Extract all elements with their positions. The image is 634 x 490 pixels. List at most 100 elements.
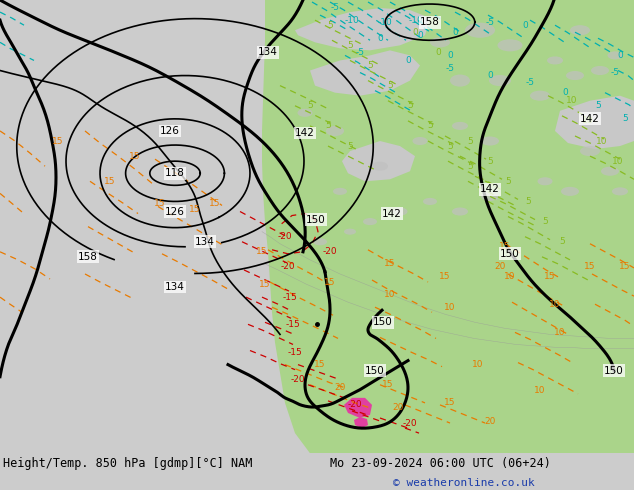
- Text: 150: 150: [306, 215, 326, 224]
- Text: 15: 15: [256, 247, 268, 256]
- Text: 0: 0: [617, 51, 623, 60]
- Text: 0: 0: [452, 28, 458, 37]
- Text: 20: 20: [392, 403, 404, 413]
- Ellipse shape: [413, 137, 427, 145]
- Text: 142: 142: [295, 128, 315, 138]
- Polygon shape: [342, 141, 415, 181]
- Text: 10: 10: [472, 360, 484, 369]
- Ellipse shape: [601, 167, 619, 176]
- Ellipse shape: [423, 198, 437, 205]
- Text: 10: 10: [612, 157, 624, 166]
- Polygon shape: [262, 0, 634, 453]
- Ellipse shape: [561, 187, 579, 196]
- Text: 126: 126: [160, 126, 180, 136]
- Ellipse shape: [450, 74, 470, 87]
- Text: 150: 150: [500, 249, 520, 259]
- Ellipse shape: [344, 229, 356, 235]
- Text: 5: 5: [427, 122, 433, 130]
- Ellipse shape: [570, 25, 590, 35]
- Text: 20: 20: [495, 263, 506, 271]
- Ellipse shape: [372, 162, 388, 171]
- Ellipse shape: [530, 91, 550, 101]
- Text: 10: 10: [596, 137, 608, 146]
- Text: 118: 118: [165, 168, 185, 178]
- Text: 10: 10: [444, 303, 456, 312]
- Text: -20: -20: [347, 400, 362, 410]
- Ellipse shape: [591, 66, 609, 75]
- Text: 20: 20: [484, 416, 496, 425]
- Text: 134: 134: [258, 48, 278, 57]
- Text: 150: 150: [373, 318, 393, 327]
- Ellipse shape: [547, 56, 563, 65]
- Ellipse shape: [326, 126, 344, 136]
- Text: 0: 0: [562, 88, 568, 97]
- Ellipse shape: [481, 137, 499, 146]
- Text: -15: -15: [283, 293, 297, 302]
- Text: 10: 10: [549, 300, 560, 309]
- Text: -20: -20: [403, 418, 417, 428]
- Text: 5: 5: [327, 21, 333, 30]
- Text: -15: -15: [286, 320, 301, 329]
- Ellipse shape: [465, 23, 495, 38]
- Text: 15: 15: [439, 272, 451, 281]
- Text: 15: 15: [259, 279, 271, 289]
- Text: 0: 0: [412, 28, 418, 37]
- Text: Mo 23-09-2024 06:00 UTC (06+24): Mo 23-09-2024 06:00 UTC (06+24): [330, 457, 550, 469]
- Text: -5: -5: [356, 48, 365, 57]
- Polygon shape: [354, 417, 368, 428]
- Text: 15: 15: [382, 380, 394, 389]
- Text: 15: 15: [52, 137, 64, 146]
- Text: 10: 10: [554, 328, 566, 337]
- Ellipse shape: [297, 109, 313, 117]
- Text: 5: 5: [407, 101, 413, 110]
- Ellipse shape: [607, 51, 623, 59]
- Text: 15: 15: [324, 277, 336, 287]
- Text: -20: -20: [290, 375, 306, 384]
- Text: 5: 5: [347, 41, 353, 50]
- Ellipse shape: [333, 188, 347, 195]
- Text: 5: 5: [307, 101, 313, 110]
- Text: -20: -20: [323, 247, 337, 256]
- Ellipse shape: [538, 177, 552, 185]
- Text: -5: -5: [446, 64, 455, 73]
- Text: -20: -20: [278, 232, 292, 241]
- Text: 10: 10: [566, 96, 578, 105]
- Text: 0: 0: [447, 51, 453, 60]
- Text: 5: 5: [347, 142, 353, 150]
- Text: 134: 134: [165, 282, 185, 292]
- Text: -5: -5: [486, 18, 495, 26]
- Text: 126: 126: [165, 206, 185, 217]
- Text: 10: 10: [504, 272, 515, 281]
- Text: 15: 15: [209, 199, 221, 208]
- Text: 0: 0: [522, 21, 528, 30]
- Polygon shape: [344, 398, 372, 418]
- Text: -20: -20: [281, 263, 295, 271]
- Text: 142: 142: [580, 114, 600, 124]
- Text: 0: 0: [435, 48, 441, 57]
- Text: 5: 5: [559, 237, 565, 246]
- Text: 5: 5: [542, 217, 548, 226]
- Text: 5: 5: [595, 101, 601, 110]
- Text: 0: 0: [417, 31, 423, 40]
- Text: 5: 5: [525, 197, 531, 206]
- Text: -15: -15: [288, 348, 302, 357]
- Text: 15: 15: [619, 263, 631, 271]
- Text: 142: 142: [480, 184, 500, 195]
- Text: 15: 15: [190, 205, 201, 214]
- Ellipse shape: [498, 39, 522, 51]
- Text: 5: 5: [467, 137, 473, 146]
- Text: 158: 158: [78, 252, 98, 262]
- Text: 142: 142: [382, 209, 402, 219]
- Text: 15: 15: [314, 360, 326, 369]
- Ellipse shape: [566, 71, 584, 80]
- Text: -10: -10: [345, 16, 359, 24]
- Text: 5: 5: [487, 157, 493, 166]
- Text: 5: 5: [622, 114, 628, 123]
- Text: 134: 134: [195, 237, 215, 247]
- Text: 15: 15: [129, 151, 141, 161]
- Ellipse shape: [313, 238, 327, 245]
- Text: 15: 15: [499, 242, 511, 251]
- Polygon shape: [310, 50, 420, 96]
- Text: 158: 158: [420, 17, 440, 27]
- Ellipse shape: [452, 122, 468, 130]
